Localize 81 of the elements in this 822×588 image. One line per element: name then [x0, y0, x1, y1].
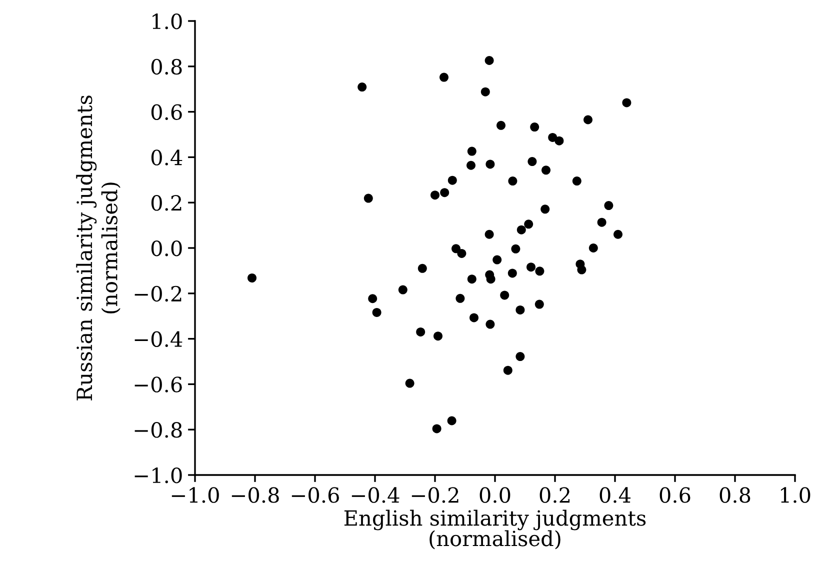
point — [405, 378, 414, 388]
point — [364, 194, 373, 203]
point — [467, 274, 476, 284]
y-tick-label: 0.6 — [151, 104, 182, 120]
point — [486, 160, 495, 169]
x-tick-label: 0.2 — [540, 487, 570, 503]
x-tick-label: 1.0 — [780, 487, 810, 503]
x-axis-title: English similarity judgments (normalised) — [344, 510, 646, 550]
point — [430, 190, 440, 200]
point — [486, 274, 496, 284]
point — [457, 248, 466, 258]
point — [614, 230, 622, 239]
x-tick-label: 0.8 — [720, 487, 750, 503]
x-tick-label: 0.6 — [660, 487, 690, 503]
point — [622, 98, 632, 108]
point — [467, 146, 476, 156]
point — [418, 264, 427, 273]
point — [398, 285, 408, 294]
point — [432, 424, 442, 434]
y-tick-label: 0.0 — [151, 240, 182, 256]
point — [500, 290, 510, 300]
point — [530, 122, 540, 132]
point — [440, 72, 448, 82]
point — [456, 294, 465, 303]
x-tick-label: −0.6 — [292, 487, 339, 503]
point — [434, 332, 442, 341]
y-tick-label: −0.8 — [134, 422, 182, 438]
point — [368, 294, 378, 304]
point — [554, 136, 564, 146]
y-tick-label: −0.4 — [134, 331, 182, 348]
point — [440, 188, 450, 198]
point — [496, 120, 506, 130]
point — [503, 366, 512, 375]
point — [584, 115, 592, 124]
point — [516, 225, 526, 234]
point — [511, 244, 520, 254]
point — [534, 300, 544, 309]
y-tick-label: −0.2 — [134, 286, 182, 302]
point — [248, 273, 256, 282]
point — [448, 176, 457, 185]
x-tick-label: −1.0 — [172, 487, 219, 503]
x-tick-label: 0.4 — [600, 487, 631, 503]
y-tick-label: 0.8 — [151, 58, 182, 75]
y-tick-label: 0.4 — [151, 150, 182, 166]
x-tick-label: 0.0 — [480, 487, 510, 503]
point — [416, 327, 426, 336]
point — [358, 82, 367, 92]
y-tick-label: 0.2 — [151, 195, 182, 211]
y-tick-label: −1.0 — [134, 467, 182, 484]
x-tick-label: −0.4 — [352, 487, 400, 503]
point — [524, 220, 534, 229]
point — [526, 262, 536, 272]
point — [588, 244, 598, 252]
point — [548, 132, 558, 142]
point — [480, 87, 490, 96]
x-tick-label: −0.8 — [232, 487, 279, 503]
point — [508, 176, 518, 186]
point — [516, 305, 525, 314]
point — [597, 218, 606, 227]
point — [508, 268, 517, 278]
point — [492, 255, 502, 264]
point — [452, 244, 460, 254]
point — [542, 166, 550, 175]
point — [572, 176, 582, 186]
point — [604, 201, 614, 210]
point — [516, 352, 525, 362]
y-tick-label: 1.0 — [152, 13, 182, 30]
point — [540, 204, 550, 214]
point — [535, 266, 544, 276]
x-tick-label: −0.2 — [412, 487, 458, 503]
point — [470, 313, 478, 322]
point — [466, 160, 476, 170]
point — [486, 320, 495, 329]
point — [528, 157, 537, 166]
point — [372, 308, 382, 317]
y-axis-title: Russian similarity judgments (normalised) — [76, 96, 120, 400]
point — [484, 56, 494, 65]
point — [484, 230, 494, 239]
point — [447, 416, 456, 426]
y-tick-label: −0.6 — [134, 376, 182, 392]
point — [577, 265, 586, 274]
